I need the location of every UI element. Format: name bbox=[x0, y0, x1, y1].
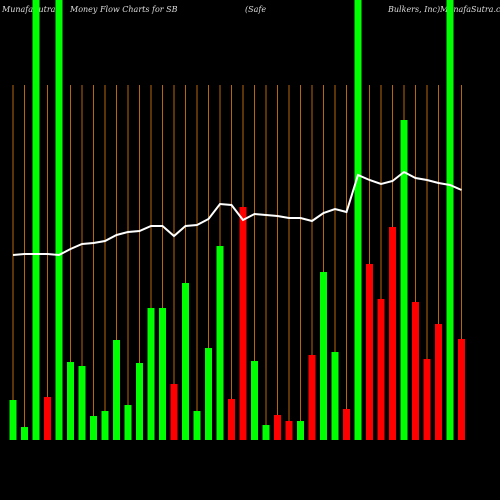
bar bbox=[320, 272, 327, 440]
bar bbox=[412, 302, 419, 440]
bar bbox=[423, 359, 431, 440]
bar bbox=[377, 299, 385, 440]
bar bbox=[274, 415, 281, 440]
title-part: Money Flow Charts for SB bbox=[69, 5, 178, 14]
bar bbox=[205, 348, 212, 440]
bar bbox=[400, 120, 408, 440]
bar bbox=[159, 308, 166, 440]
bar bbox=[216, 246, 224, 440]
bar bbox=[366, 264, 373, 440]
bar bbox=[78, 366, 86, 440]
bar bbox=[182, 283, 189, 440]
money-flow-line bbox=[12, 170, 462, 257]
bar bbox=[458, 339, 465, 440]
bar bbox=[331, 352, 339, 440]
bar bbox=[9, 400, 17, 440]
bar bbox=[90, 416, 97, 440]
title-part: MunafaSutra.com bbox=[439, 5, 500, 14]
bar bbox=[124, 405, 132, 440]
title-part: (Safe bbox=[245, 5, 266, 14]
title-part: Bulkers, Inc) bbox=[387, 5, 440, 14]
bar bbox=[262, 425, 270, 440]
bar bbox=[297, 421, 304, 440]
bar bbox=[113, 340, 120, 440]
bar bbox=[44, 397, 51, 440]
bar bbox=[67, 362, 74, 440]
bar bbox=[343, 409, 350, 440]
bar bbox=[228, 399, 235, 440]
bar bbox=[389, 227, 396, 440]
bar bbox=[251, 361, 258, 440]
bar bbox=[308, 355, 316, 440]
bar bbox=[55, 0, 63, 440]
bar bbox=[435, 324, 442, 440]
bar bbox=[136, 363, 143, 440]
bar bbox=[446, 0, 454, 440]
bar bbox=[285, 421, 293, 440]
bar bbox=[170, 384, 178, 440]
bar bbox=[354, 0, 362, 440]
bar bbox=[101, 411, 109, 440]
bar bbox=[193, 411, 201, 440]
bar bbox=[21, 427, 28, 440]
bar bbox=[32, 0, 40, 440]
title-part: MunafaSutra bbox=[1, 5, 56, 14]
bar bbox=[147, 308, 155, 440]
bar bbox=[239, 207, 247, 440]
